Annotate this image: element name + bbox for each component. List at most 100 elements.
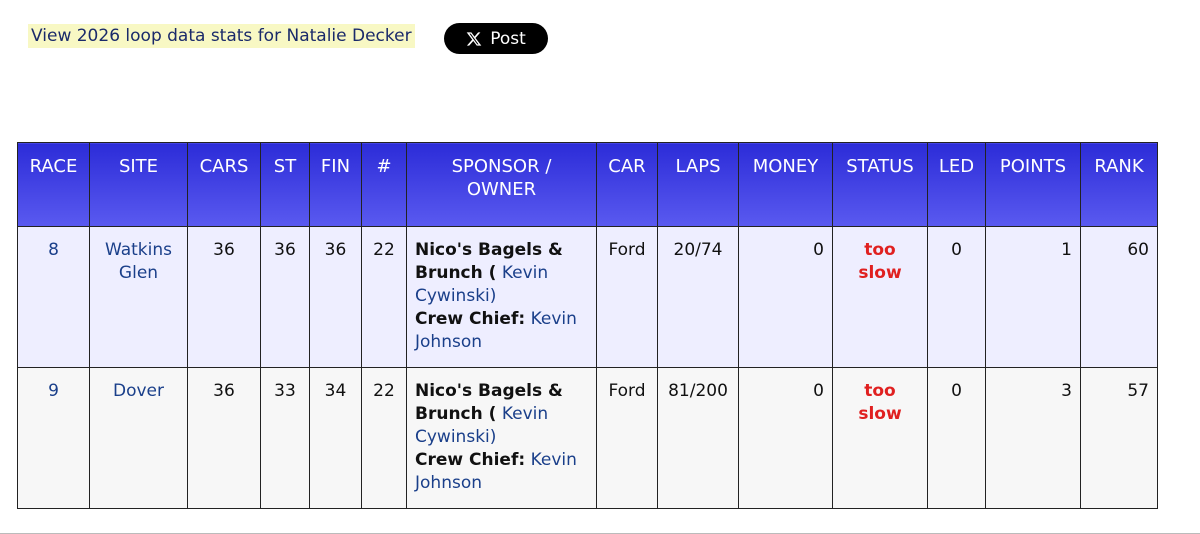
led-cell: 0 bbox=[927, 367, 986, 509]
header-label: MONEY bbox=[752, 156, 819, 177]
table-row: 9 Dover 36 33 34 22 Nico's Bagels & Brunch ( K… bbox=[17, 367, 1158, 509]
st-cell: 36 bbox=[260, 226, 310, 368]
owner[interactable]: Kevin Cywinski) bbox=[415, 404, 549, 447]
column-header: RACE bbox=[17, 142, 90, 227]
num: 22 bbox=[373, 381, 395, 401]
points-cell: 1 bbox=[985, 226, 1081, 368]
stats-link[interactable]: View 2026 loop data stats for Natalie De… bbox=[28, 24, 415, 48]
status: too slow bbox=[858, 381, 902, 424]
led: 0 bbox=[951, 381, 962, 401]
money-cell: 0 bbox=[738, 367, 833, 509]
sponsor: Nico's Bagels & Brunch ( bbox=[415, 240, 563, 283]
st: 33 bbox=[274, 381, 296, 401]
st-cell: 33 bbox=[260, 367, 310, 509]
car: Ford bbox=[608, 381, 646, 401]
post-button[interactable]: Post bbox=[444, 23, 548, 54]
cars: 36 bbox=[213, 381, 235, 401]
column-header: CARS bbox=[187, 142, 261, 227]
points: 1 bbox=[1061, 240, 1072, 260]
header-label: CARS bbox=[199, 156, 249, 177]
column-header: MONEY bbox=[738, 142, 833, 227]
st: 36 bbox=[274, 240, 296, 260]
header-label: FIN bbox=[320, 156, 351, 177]
fin-cell: 36 bbox=[309, 226, 362, 368]
header-label: POINTS bbox=[999, 156, 1067, 177]
money: 0 bbox=[813, 381, 824, 401]
header-label: LAPS bbox=[675, 156, 721, 177]
site-cell: Watkins Glen bbox=[89, 226, 188, 368]
owner[interactable]: Kevin Cywinski) bbox=[415, 263, 549, 306]
laps: 81/200 bbox=[668, 381, 728, 401]
rank-cell: 57 bbox=[1080, 367, 1158, 509]
header-label: ST bbox=[273, 156, 297, 177]
points-cell: 3 bbox=[985, 367, 1081, 509]
fin-cell: 34 bbox=[309, 367, 362, 509]
laps-cell: 81/200 bbox=[657, 367, 739, 509]
column-header: LED bbox=[927, 142, 986, 227]
site[interactable]: Watkins Glen bbox=[104, 240, 172, 283]
points: 3 bbox=[1061, 381, 1072, 401]
led-cell: 0 bbox=[927, 226, 986, 368]
column-header: POINTS bbox=[985, 142, 1081, 227]
header-label: RANK bbox=[1094, 156, 1144, 177]
header-label: STATUS bbox=[846, 156, 914, 177]
column-header: STATUS bbox=[832, 142, 928, 227]
num: 22 bbox=[373, 240, 395, 260]
sponsor-cell: Nico's Bagels & Brunch ( Kevin Cywinski)… bbox=[406, 226, 597, 368]
status-cell: too slow bbox=[832, 367, 928, 509]
column-header: LAPS bbox=[657, 142, 739, 227]
status: too slow bbox=[858, 240, 902, 283]
race-cell: 9 bbox=[17, 367, 90, 509]
header-label: # bbox=[376, 156, 392, 177]
car-cell: Ford bbox=[596, 367, 658, 509]
race-cell: 8 bbox=[17, 226, 90, 368]
column-header: RANK bbox=[1080, 142, 1158, 227]
header-label: SPONSOR / OWNER bbox=[451, 156, 552, 200]
crew-chief[interactable]: Kevin Johnson bbox=[415, 450, 577, 493]
x-logo bbox=[466, 31, 482, 46]
laps: 20/74 bbox=[673, 240, 723, 260]
race[interactable]: 9 bbox=[48, 381, 59, 401]
header-label: RACE bbox=[29, 156, 78, 177]
money-cell: 0 bbox=[738, 226, 833, 368]
led: 0 bbox=[951, 240, 962, 260]
column-header: SITE bbox=[89, 142, 188, 227]
results-table: RACE SITE CARS ST FIN # SPONSOR / OWNER CAR LAPS… bbox=[17, 142, 1158, 509]
num-cell: 22 bbox=[361, 226, 407, 368]
status-cell: too slow bbox=[832, 226, 928, 368]
crew-chief-label: Crew Chief: bbox=[415, 450, 526, 470]
site-cell: Dover bbox=[89, 367, 188, 509]
rank: 60 bbox=[1127, 240, 1149, 260]
site[interactable]: Dover bbox=[113, 381, 164, 401]
cars: 36 bbox=[213, 240, 235, 260]
cars-cell: 36 bbox=[187, 226, 261, 368]
car: Ford bbox=[608, 240, 646, 260]
crew-chief[interactable]: Kevin Johnson bbox=[415, 309, 577, 352]
post-label: Post bbox=[490, 28, 526, 49]
table-body: 8 Watkins Glen 36 36 36 22 Nico's Bagels & Bru… bbox=[17, 226, 1158, 509]
header-row: RACE SITE CARS ST FIN # SPONSOR / OWNER CAR LAPS… bbox=[17, 142, 1158, 227]
header-label: LED bbox=[938, 156, 975, 177]
sponsor-cell: Nico's Bagels & Brunch ( Kevin Cywinski)… bbox=[406, 367, 597, 509]
column-header: SPONSOR / OWNER bbox=[406, 142, 597, 227]
column-header: FIN bbox=[309, 142, 362, 227]
crew-chief-label: Crew Chief: bbox=[415, 309, 526, 329]
race[interactable]: 8 bbox=[48, 240, 59, 260]
money: 0 bbox=[813, 240, 824, 260]
rank: 57 bbox=[1127, 381, 1149, 401]
column-header: ST bbox=[260, 142, 310, 227]
column-header: # bbox=[361, 142, 407, 227]
cars-cell: 36 bbox=[187, 367, 261, 509]
table-row: 8 Watkins Glen 36 36 36 22 Nico's Bagels & Bru… bbox=[17, 226, 1158, 368]
rank-cell: 60 bbox=[1080, 226, 1158, 368]
num-cell: 22 bbox=[361, 367, 407, 509]
car-cell: Ford bbox=[596, 226, 658, 368]
fin: 34 bbox=[324, 381, 347, 401]
header-label: SITE bbox=[118, 156, 159, 177]
fin: 36 bbox=[324, 240, 347, 260]
laps-cell: 20/74 bbox=[657, 226, 739, 368]
column-header: CAR bbox=[596, 142, 658, 227]
sponsor: Nico's Bagels & Brunch ( bbox=[415, 381, 563, 424]
header-label: CAR bbox=[608, 156, 646, 177]
